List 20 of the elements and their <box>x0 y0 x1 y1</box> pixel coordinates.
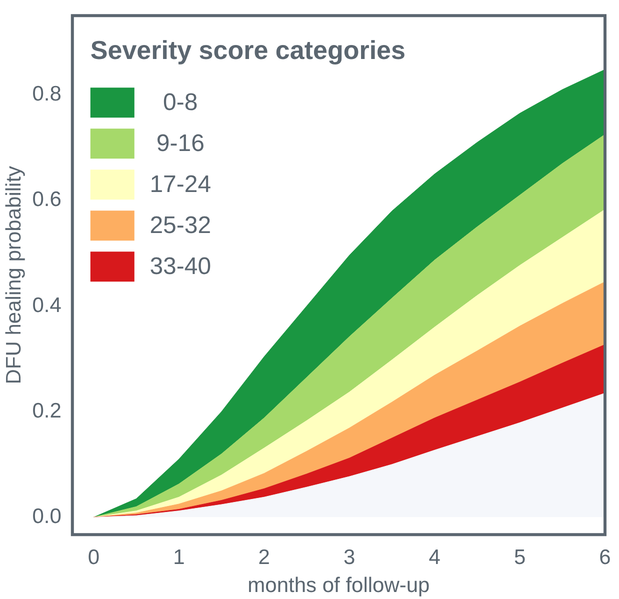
y-tick-label: 0.2 <box>32 399 62 422</box>
legend-title: Severity score categories <box>90 34 406 65</box>
y-tick-label: 0.8 <box>32 82 62 106</box>
x-tick-label: 2 <box>258 546 270 569</box>
legend-label: 17-24 <box>150 171 212 198</box>
y-tick-label: 0.6 <box>32 188 62 212</box>
x-tick-label: 0 <box>88 546 100 569</box>
x-axis-title: months of follow-up <box>248 574 430 598</box>
x-tick-label: 5 <box>514 546 526 569</box>
x-tick-label: 6 <box>599 546 611 569</box>
legend-label: 33-40 <box>150 253 212 280</box>
y-tick-label: 0.0 <box>32 504 62 528</box>
legend-label: 25-32 <box>150 212 212 240</box>
x-tick-label: 4 <box>428 546 441 569</box>
x-tick-label: 1 <box>173 546 185 569</box>
x-tick-label: 3 <box>344 546 356 569</box>
legend-label: 9-16 <box>156 130 204 158</box>
legend-label: 0-8 <box>163 89 198 116</box>
y-tick-label: 0.4 <box>32 294 62 317</box>
y-axis-title: DFU healing probability <box>2 165 26 384</box>
